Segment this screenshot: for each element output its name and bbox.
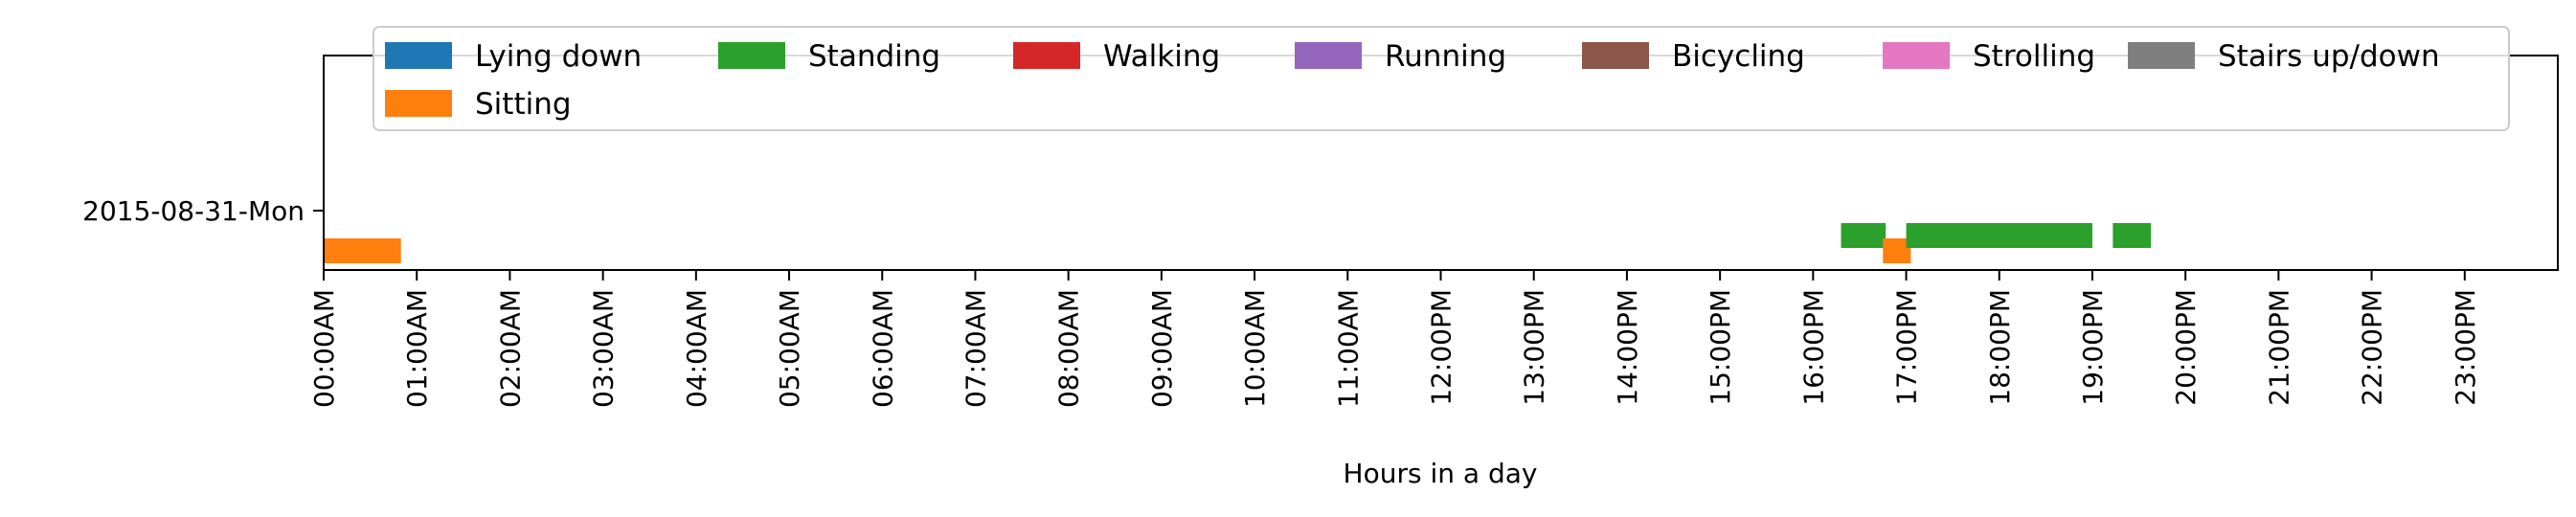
x-tick-label: 05:00AM — [774, 289, 805, 408]
x-tick-label: 17:00PM — [1891, 289, 1923, 406]
legend-swatch-lying-down — [385, 42, 452, 69]
x-tick-label: 03:00AM — [588, 289, 620, 408]
x-tick-label: 02:00AM — [494, 289, 526, 408]
y-tick-label: 2015-08-31-Mon — [82, 195, 305, 227]
x-tick-label: 23:00PM — [2450, 289, 2481, 406]
x-tick-label: 09:00AM — [1146, 289, 1178, 408]
legend-label-standing: Standing — [808, 39, 940, 74]
legend-label-stairs-up-down: Stairs up/down — [2218, 39, 2440, 74]
x-tick-label: 04:00AM — [681, 289, 712, 408]
x-axis-label: Hours in a day — [1344, 458, 1538, 489]
legend-label-sitting: Sitting — [475, 87, 572, 122]
x-tick-label: 15:00PM — [1705, 289, 1736, 406]
activity-segments — [324, 223, 2152, 263]
x-axis: 00:00AM 01:00AM 02:00AM 03:00AM 04:00AM 05:00… — [308, 270, 2481, 408]
x-tick-label: 14:00PM — [1612, 289, 1643, 406]
x-tick-label: 22:00PM — [2357, 289, 2388, 406]
x-tick-label: 21:00PM — [2263, 289, 2294, 406]
segment-sitting — [324, 238, 401, 263]
x-tick-label: 11:00AM — [1332, 289, 1364, 408]
legend: Lying down Sitting Standing Walking Running B… — [373, 26, 2510, 131]
x-tick-label: 13:00PM — [1519, 289, 1550, 406]
legend-swatch-strolling — [1883, 42, 1950, 69]
x-tick-label: 16:00PM — [1797, 289, 1829, 406]
legend-label-strolling: Strolling — [1973, 39, 2095, 74]
x-tick-label: 08:00AM — [1053, 289, 1085, 408]
legend-label-lying-down: Lying down — [475, 39, 642, 74]
x-tick-label: 12:00PM — [1426, 289, 1457, 406]
y-axis: 2015-08-31-Mon — [82, 195, 324, 227]
x-tick-label: 20:00PM — [2170, 289, 2202, 406]
x-tick-label: 07:00AM — [960, 289, 991, 408]
legend-swatch-sitting — [385, 90, 452, 117]
segment-standing — [1906, 223, 2092, 248]
x-tick-label: 01:00AM — [401, 289, 433, 408]
legend-label-walking: Walking — [1103, 39, 1220, 74]
x-tick-label: 18:00PM — [1984, 289, 2016, 406]
legend-swatch-bicycling — [1582, 42, 1649, 69]
segment-standing — [2113, 223, 2152, 248]
legend-label-bicycling: Bicycling — [1672, 39, 1805, 74]
segment-standing — [1841, 223, 1887, 248]
x-tick-label: 06:00AM — [867, 289, 898, 408]
x-tick-label: 19:00PM — [2077, 289, 2109, 406]
legend-label-running: Running — [1385, 39, 1506, 74]
legend-swatch-stairs-up-down — [2128, 42, 2195, 69]
legend-swatch-walking — [1013, 42, 1080, 69]
x-tick-label: 00:00AM — [308, 289, 340, 408]
legend-swatch-running — [1295, 42, 1362, 69]
legend-box — [373, 26, 2510, 131]
x-tick-label: 10:00AM — [1239, 289, 1271, 408]
legend-swatch-standing — [718, 42, 785, 69]
